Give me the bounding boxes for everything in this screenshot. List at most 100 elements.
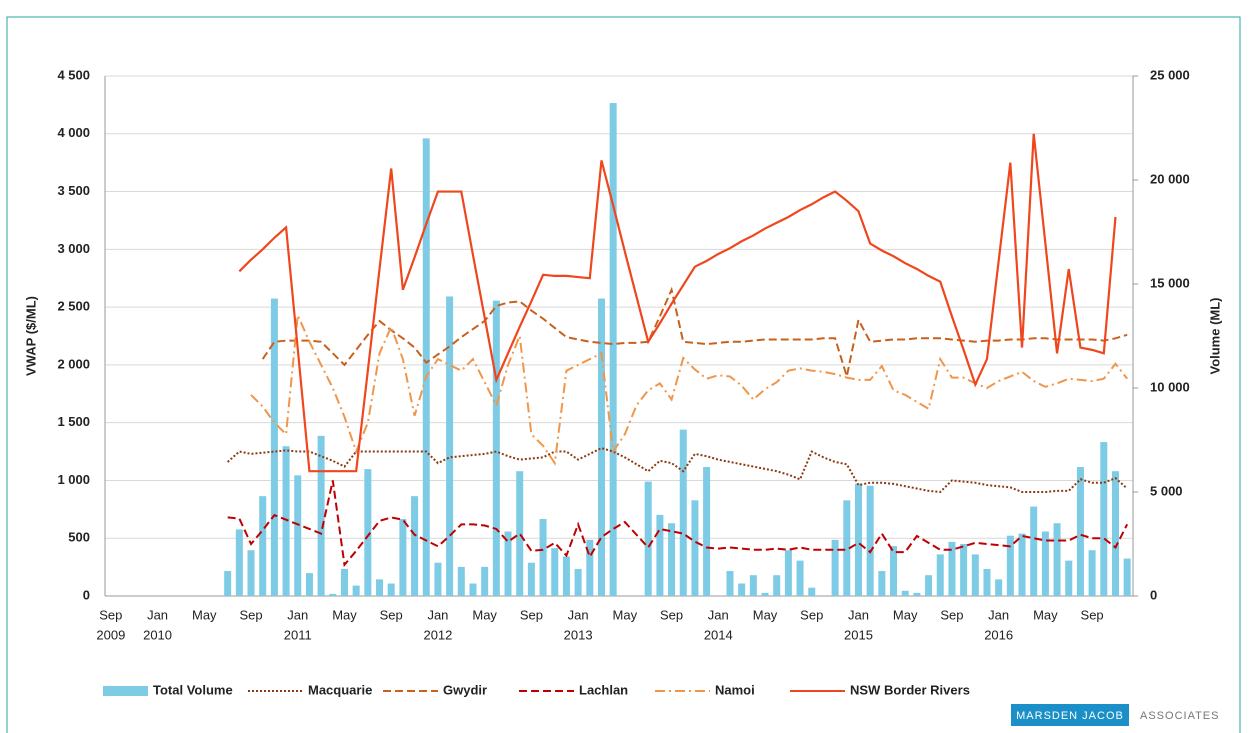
y2-tick-label: 15 000: [1150, 275, 1190, 290]
logo-name: MARSDEN JACOB: [1016, 710, 1124, 722]
bar: [738, 583, 746, 596]
bar: [995, 579, 1003, 596]
bar: [971, 554, 979, 596]
bar: [796, 560, 804, 596]
bar: [270, 298, 278, 596]
y-tick-label: 500: [68, 530, 90, 545]
bar: [960, 544, 968, 596]
bar: [843, 500, 851, 596]
x-tick-label: Jan: [147, 607, 168, 622]
legend-label: Gwydir: [443, 682, 487, 697]
bar: [294, 475, 302, 596]
bar: [481, 566, 489, 596]
y-axis-label: VWAP ($/ML): [23, 296, 38, 376]
bar: [457, 566, 465, 596]
bar: [890, 546, 898, 596]
bar: [364, 469, 372, 596]
y-tick-label: 2 000: [57, 356, 90, 371]
x-tick-label: Jan: [988, 607, 1009, 622]
bar: [317, 435, 325, 596]
y-tick-label: 2 500: [57, 299, 90, 314]
bar: [1088, 550, 1096, 596]
bar: [411, 496, 419, 596]
bar: [597, 298, 605, 596]
x-year-label: 2014: [704, 627, 733, 642]
chart-frame: [6, 16, 1241, 733]
legend-label: Namoi: [715, 682, 755, 697]
x-year-label: 2010: [143, 627, 172, 642]
x-tick-label: May: [1033, 607, 1058, 622]
bar: [352, 585, 360, 596]
y-tick-label: 1 500: [57, 414, 90, 429]
y2-tick-label: 10 000: [1150, 379, 1190, 394]
x-year-label: 2011: [284, 627, 312, 642]
bar: [866, 485, 874, 596]
y-tick-label: 4 500: [57, 67, 90, 82]
x-tick-label: May: [893, 607, 918, 622]
bar: [761, 592, 769, 596]
y-tick-label: 3 500: [57, 183, 90, 198]
x-year-label: 2009: [96, 627, 125, 642]
bar: [305, 573, 313, 596]
bar: [551, 548, 559, 596]
bar: [259, 496, 267, 596]
y-tick-label: 0: [83, 587, 90, 602]
bar: [1053, 523, 1061, 596]
bar: [574, 568, 582, 596]
bar: [422, 138, 430, 596]
bar: [586, 539, 594, 596]
x-tick-label: May: [332, 607, 357, 622]
bar: [446, 296, 454, 596]
x-year-label: 2015: [844, 627, 873, 642]
y2-tick-label: 0: [1150, 587, 1157, 602]
bar: [936, 554, 944, 596]
y2-tick-label: 25 000: [1150, 67, 1190, 82]
bar: [808, 587, 816, 596]
x-tick-label: Sep: [239, 607, 262, 622]
x-tick-label: Sep: [940, 607, 963, 622]
bar: [948, 541, 956, 596]
bar: [1006, 535, 1014, 596]
bar: [1065, 560, 1073, 596]
logo-suffix: ASSOCIATES: [1140, 710, 1219, 722]
bar: [224, 571, 232, 596]
bar: [831, 539, 839, 596]
y2-tick-label: 5 000: [1150, 483, 1183, 498]
x-tick-label: Sep: [660, 607, 683, 622]
bar: [527, 562, 535, 596]
legend-swatch: [103, 686, 148, 696]
bar: [1100, 442, 1108, 596]
bar: [387, 583, 395, 596]
bar: [609, 103, 617, 596]
legend-label: Total Volume: [153, 682, 233, 697]
bar: [668, 523, 676, 596]
legend-label: Lachlan: [579, 682, 628, 697]
logo-box: [1011, 704, 1129, 726]
x-tick-label: Jan: [287, 607, 308, 622]
x-tick-label: Sep: [520, 607, 543, 622]
bar: [726, 571, 734, 596]
bar: [434, 562, 442, 596]
bar: [1018, 533, 1026, 596]
bar: [247, 550, 255, 596]
y-tick-label: 4 000: [57, 125, 90, 140]
bar: [644, 481, 652, 596]
bar: [703, 467, 711, 596]
x-tick-label: May: [472, 607, 497, 622]
bar: [329, 593, 337, 596]
line: [227, 480, 1129, 568]
line: [238, 133, 1117, 473]
bar: [562, 556, 570, 596]
line: [261, 286, 1128, 377]
x-tick-label: Sep: [800, 607, 823, 622]
bar: [749, 575, 757, 596]
x-year-label: 2013: [564, 627, 593, 642]
x-tick-label: Jan: [848, 607, 869, 622]
bar: [901, 590, 909, 596]
bar: [1123, 558, 1131, 596]
bar: [516, 471, 524, 596]
x-tick-label: Jan: [427, 607, 448, 622]
bar: [235, 529, 243, 596]
x-tick-label: Sep: [99, 607, 122, 622]
x-tick-label: Sep: [1081, 607, 1104, 622]
